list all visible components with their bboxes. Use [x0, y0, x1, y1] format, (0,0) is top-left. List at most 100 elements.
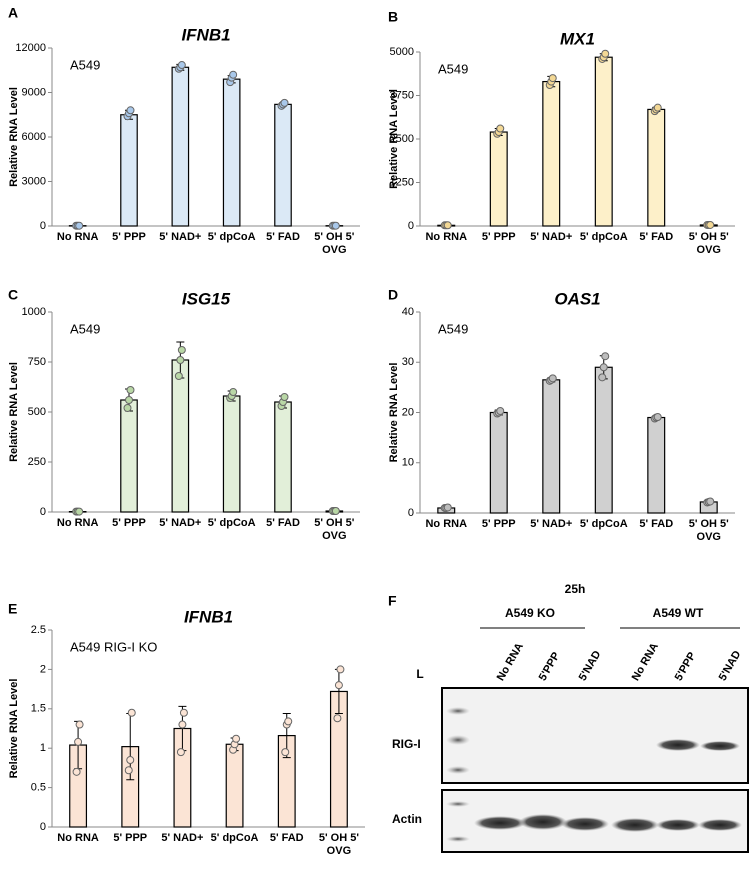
bar [121, 115, 137, 226]
y-tick-label: 3750 [390, 89, 414, 101]
ladder-label: L [416, 667, 423, 681]
x-tick-label: 5' OH 5' OVG [681, 231, 738, 257]
y-tick-label: 750 [28, 356, 46, 368]
replicate-point [332, 508, 339, 515]
band [611, 818, 659, 832]
replicate-point [654, 104, 661, 111]
lane-label: 5'NAD [577, 649, 604, 683]
band [561, 817, 609, 831]
annotation: A549 [438, 321, 468, 336]
replicate-point [444, 222, 451, 229]
y-tick-label: 40 [402, 306, 414, 318]
bar [275, 104, 291, 226]
panel-letter: B [388, 9, 398, 25]
replicate-point [75, 738, 82, 745]
ladder-band [446, 735, 470, 745]
x-tick-label: 5' OH 5' OVG [307, 231, 362, 257]
y-tick-label: 2 [40, 663, 46, 675]
y-tick-label: 10 [402, 457, 414, 469]
replicate-point [233, 735, 240, 742]
y-tick-label: 3000 [22, 175, 46, 187]
blot-frame [442, 688, 748, 783]
replicate-point [125, 767, 132, 774]
replicate-point [128, 709, 135, 716]
x-tick-label: 5' OH 5' OVG [311, 832, 367, 858]
x-tick-label: 5' dpCoA [576, 518, 633, 531]
replicate-point [654, 414, 661, 421]
replicate-point [549, 375, 556, 382]
y-tick-label: 6000 [22, 131, 46, 143]
y-axis-label: Relative RNA Level [8, 679, 20, 779]
group-label: A549 KO [505, 606, 555, 620]
replicate-point [177, 357, 184, 364]
x-tick-label: 5' FAD [628, 231, 685, 244]
time-label: 25h [565, 582, 586, 596]
y-tick-label: 1000 [22, 306, 46, 318]
replicate-point [549, 75, 556, 82]
replicate-point [76, 721, 83, 728]
panel-letter: D [388, 287, 398, 303]
replicate-point [497, 407, 504, 414]
band [698, 819, 742, 831]
y-tick-label: 2500 [390, 133, 414, 145]
x-tick-label: 5' dpCoA [207, 832, 263, 845]
x-tick-label: 5' PPP [102, 832, 158, 845]
bar [275, 402, 291, 512]
y-tick-label: 1 [40, 742, 46, 754]
replicate-point [334, 715, 341, 722]
panel-letter: A [8, 5, 18, 21]
y-tick-label: 9000 [22, 86, 46, 98]
replicate-point [281, 394, 288, 401]
band [474, 816, 526, 830]
y-tick-label: 500 [28, 406, 46, 418]
y-tick-label: 250 [28, 456, 46, 468]
x-tick-label: 5' FAD [259, 832, 315, 845]
x-tick-label: 5' NAD+ [523, 231, 580, 244]
y-tick-label: 20 [402, 406, 414, 418]
bar [223, 396, 239, 512]
panel-letter: C [8, 287, 18, 303]
chart-title: IFNB1 [184, 607, 233, 626]
bar [648, 109, 665, 226]
row-label: Actin [392, 812, 422, 826]
replicate-point [707, 221, 714, 228]
replicate-point [337, 666, 344, 673]
panel-letter: F [388, 593, 397, 609]
chart-title: ISG15 [182, 289, 231, 308]
y-tick-label: 0 [408, 507, 414, 519]
bar [172, 67, 188, 226]
lane-label: No RNA [630, 641, 661, 683]
replicate-point [335, 682, 342, 689]
y-tick-label: 0.5 [31, 782, 46, 794]
replicate-point [444, 504, 451, 511]
bar [121, 400, 137, 512]
chart-title: MX1 [560, 29, 595, 48]
replicate-point [73, 768, 80, 775]
x-tick-label: 5' FAD [255, 517, 310, 530]
bar [223, 79, 239, 226]
x-tick-label: 5' dpCoA [204, 517, 259, 530]
y-tick-label: 12000 [15, 42, 46, 54]
replicate-point [127, 107, 134, 114]
replicate-point [126, 397, 133, 404]
y-tick-label: 0 [40, 821, 46, 833]
x-tick-label: 5' OH 5' OVG [307, 517, 362, 543]
y-tick-label: 2.5 [31, 624, 46, 636]
y-tick-label: 5000 [390, 46, 414, 58]
replicate-point [230, 71, 237, 78]
page: A IFNB1 A549 Relative RNA Level 0 3000 6000 900… [0, 0, 752, 862]
replicate-point [707, 498, 714, 505]
panel-letter: E [8, 601, 17, 617]
y-axis-label: Relative RNA Level [388, 363, 400, 463]
annotation: A549 [70, 321, 100, 336]
annotation: A549 [70, 57, 100, 72]
replicate-point [282, 749, 289, 756]
lane-label: 5'PPP [537, 650, 563, 683]
lane-label: 5'NAD [717, 649, 744, 683]
annotation: A549 [438, 61, 468, 76]
y-axis-label: Relative RNA Level [8, 87, 20, 187]
